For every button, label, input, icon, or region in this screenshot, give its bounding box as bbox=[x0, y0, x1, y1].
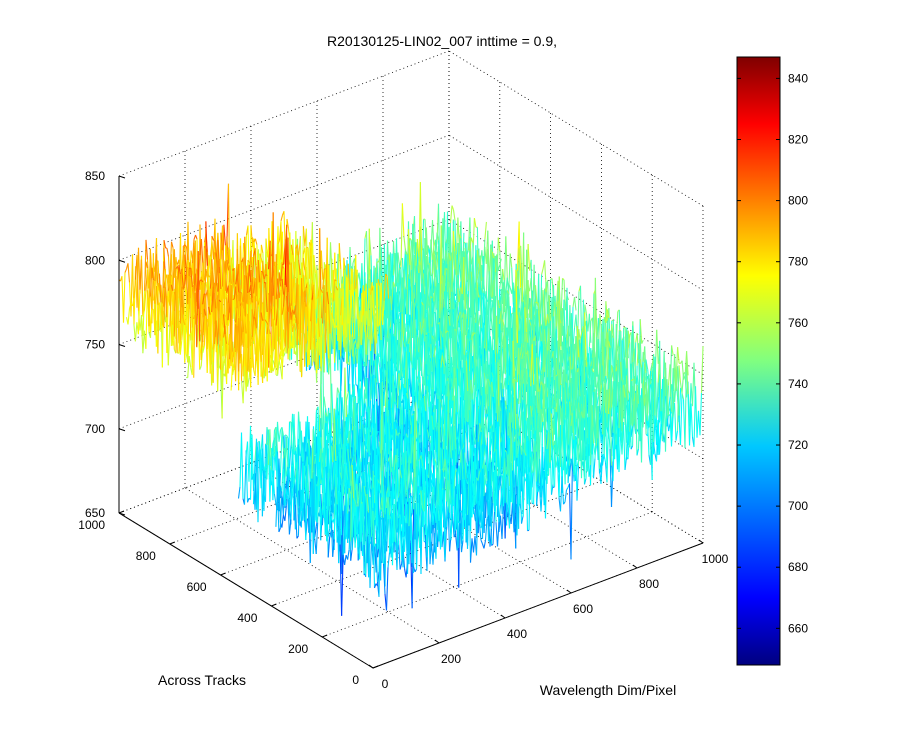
grid-line bbox=[119, 51, 449, 176]
surface-segment bbox=[146, 240, 148, 260]
surface-segment bbox=[321, 251, 323, 280]
surface-segment bbox=[135, 322, 137, 341]
surface-segment bbox=[245, 456, 247, 505]
surface-segment bbox=[542, 269, 544, 275]
surface-segment bbox=[168, 327, 170, 366]
surface-segment bbox=[410, 368, 412, 397]
surface-segment bbox=[451, 206, 453, 223]
surface-segment bbox=[303, 258, 305, 270]
surface-segment bbox=[150, 309, 152, 333]
surface-segment bbox=[341, 354, 343, 391]
surface-segment bbox=[282, 515, 284, 528]
surface-segment bbox=[455, 330, 457, 331]
surface-segment bbox=[402, 203, 404, 236]
surface-segment bbox=[252, 435, 254, 491]
surface-segment bbox=[189, 356, 191, 368]
surface-segment bbox=[274, 494, 276, 504]
surface-segment bbox=[261, 271, 263, 272]
surface-segment bbox=[239, 487, 241, 499]
surface-segment bbox=[279, 430, 281, 442]
surface-segment bbox=[273, 367, 275, 371]
surface-segment bbox=[231, 362, 233, 390]
surface-segment bbox=[271, 470, 273, 471]
surface-segment bbox=[240, 292, 242, 293]
surface-segment bbox=[454, 210, 456, 221]
surface-segment bbox=[342, 397, 344, 419]
surface-segment bbox=[290, 445, 292, 468]
surface-segment bbox=[206, 221, 208, 265]
surface-segment bbox=[404, 236, 406, 250]
surface-segment bbox=[485, 222, 487, 239]
surface-segment bbox=[159, 274, 161, 303]
surface-segment bbox=[474, 388, 476, 404]
surface-segment bbox=[359, 273, 361, 289]
surface-segment bbox=[345, 368, 347, 417]
surface-segment bbox=[246, 450, 248, 502]
surface-segment bbox=[170, 275, 172, 276]
grid-line bbox=[449, 51, 703, 206]
surface-segment bbox=[201, 239, 203, 266]
surface-segment bbox=[510, 254, 512, 268]
surface-segment bbox=[370, 435, 372, 436]
surface-segment bbox=[471, 238, 473, 243]
surface-segment bbox=[506, 236, 508, 278]
surface-segment bbox=[295, 505, 297, 539]
surface-segment bbox=[422, 367, 424, 385]
surface-segment bbox=[278, 422, 280, 442]
surface-segment bbox=[537, 303, 539, 304]
surface-segment bbox=[125, 269, 127, 273]
surface-segment bbox=[528, 244, 530, 271]
surface-segment bbox=[281, 430, 283, 473]
surface-segment bbox=[141, 260, 143, 316]
surface-segment bbox=[255, 239, 257, 245]
surface-segment bbox=[398, 253, 400, 267]
surface-segment bbox=[233, 299, 235, 300]
surface-segment bbox=[347, 393, 349, 400]
surface-segment bbox=[498, 238, 500, 252]
surface-segment bbox=[289, 520, 291, 535]
grid-line bbox=[119, 135, 449, 260]
surface-segment bbox=[146, 290, 148, 349]
surface-mesh bbox=[119, 182, 703, 616]
surface-segment bbox=[447, 331, 449, 332]
surface-segment bbox=[242, 433, 244, 499]
surface-segment bbox=[258, 330, 260, 385]
surface-segment bbox=[528, 280, 530, 318]
surface-segment bbox=[575, 297, 577, 310]
surface-segment bbox=[281, 215, 283, 221]
surface-segment bbox=[167, 248, 169, 257]
surface-segment bbox=[324, 397, 326, 408]
surface-segment bbox=[196, 235, 198, 239]
surface-segment bbox=[128, 309, 130, 325]
surface-segment bbox=[224, 225, 226, 246]
surface-segment bbox=[339, 243, 341, 269]
surface-segment bbox=[124, 273, 126, 323]
surface-segment bbox=[464, 242, 466, 243]
surface-segment bbox=[128, 263, 130, 282]
